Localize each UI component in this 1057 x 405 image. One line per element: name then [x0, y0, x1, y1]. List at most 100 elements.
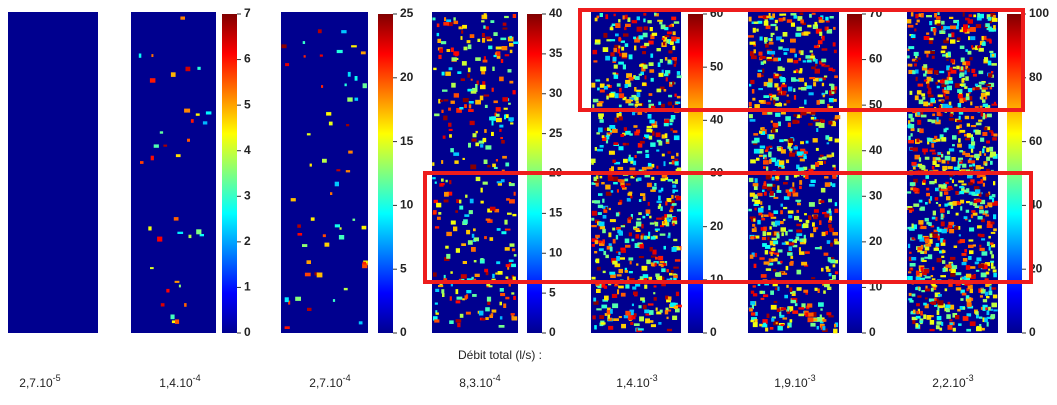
speckle	[596, 288, 601, 293]
speckle	[919, 320, 924, 324]
speckle	[809, 77, 816, 80]
speckle	[921, 13, 924, 18]
speckle	[442, 293, 445, 297]
speckle	[958, 115, 961, 120]
speckle	[612, 72, 616, 75]
speckle	[619, 231, 623, 236]
speckle	[782, 13, 787, 16]
speckle	[618, 116, 623, 121]
speckle	[920, 266, 925, 272]
tick-label: 0	[549, 325, 556, 339]
speckle	[926, 76, 932, 82]
speckle	[935, 202, 939, 204]
speckle	[617, 289, 620, 295]
speckle	[979, 105, 983, 108]
speckle	[509, 42, 514, 47]
speckle	[808, 312, 814, 317]
speckle	[766, 15, 772, 19]
speckle	[908, 123, 912, 129]
speckle	[967, 305, 974, 309]
speckle	[917, 188, 920, 193]
speckle	[613, 47, 617, 53]
speckle	[813, 82, 817, 87]
speckle	[792, 240, 795, 243]
speckle	[908, 292, 912, 296]
speckle	[613, 74, 619, 79]
speckle	[449, 296, 452, 301]
speckle	[832, 68, 836, 72]
speckle	[458, 26, 463, 30]
speckle	[933, 247, 939, 251]
flow-rate-exponent: -3	[808, 373, 816, 383]
speckle	[982, 306, 986, 311]
speckle	[943, 90, 950, 94]
speckle	[949, 322, 953, 325]
speckle	[485, 271, 489, 276]
colorbar	[378, 14, 393, 333]
speckle	[975, 45, 978, 51]
speckle	[749, 119, 756, 122]
speckle	[445, 179, 448, 183]
speckle	[763, 81, 770, 87]
speckle	[505, 162, 510, 167]
speckle	[605, 206, 608, 210]
speckle	[832, 174, 837, 179]
speckle	[954, 225, 959, 230]
speckle	[636, 263, 639, 266]
speckle	[603, 285, 608, 289]
speckle	[908, 69, 915, 74]
speckle	[832, 275, 836, 280]
speckle	[923, 36, 930, 40]
flow-rate: 2,7.10-5	[19, 373, 60, 390]
speckle	[985, 307, 988, 310]
speckle	[788, 138, 794, 143]
speckle	[644, 172, 651, 178]
speckle	[751, 140, 758, 144]
speckle	[971, 192, 978, 196]
speckle	[647, 201, 650, 206]
speckle	[463, 46, 468, 51]
speckle	[806, 85, 812, 89]
speckle	[818, 99, 825, 104]
speckle	[636, 16, 640, 21]
speckle	[480, 66, 487, 72]
speckle	[970, 116, 975, 120]
speckle	[919, 277, 925, 280]
speckle	[648, 93, 653, 96]
speckle	[763, 191, 767, 196]
speckle	[915, 315, 921, 319]
tick-label: 10	[549, 245, 563, 259]
speckle	[976, 326, 982, 332]
speckle	[599, 241, 605, 246]
speckle	[931, 152, 937, 155]
speckle	[666, 139, 669, 142]
speckle	[593, 179, 600, 183]
speckle	[638, 35, 644, 40]
speckle	[674, 247, 681, 251]
speckle	[929, 320, 935, 325]
speckle	[955, 212, 959, 216]
speckle	[623, 127, 627, 131]
speckle	[983, 127, 988, 131]
speckle	[605, 254, 609, 259]
speckle	[593, 297, 597, 302]
speckle	[596, 15, 600, 19]
speckle	[610, 273, 616, 278]
speckle	[978, 263, 985, 269]
tick-label: 10	[400, 198, 414, 212]
speckle	[799, 68, 803, 72]
speckle	[908, 256, 913, 262]
speckle	[965, 277, 970, 282]
speckle	[170, 72, 176, 77]
flow-rate-exponent: -5	[53, 373, 61, 383]
speckle	[916, 138, 920, 143]
speckle	[617, 179, 622, 182]
speckle	[799, 185, 802, 190]
speckle	[641, 223, 644, 229]
speckle	[984, 317, 988, 323]
speckle	[949, 177, 952, 180]
speckle	[924, 247, 930, 251]
speckle	[990, 13, 996, 17]
speckle	[967, 50, 972, 55]
speckle	[665, 70, 671, 74]
